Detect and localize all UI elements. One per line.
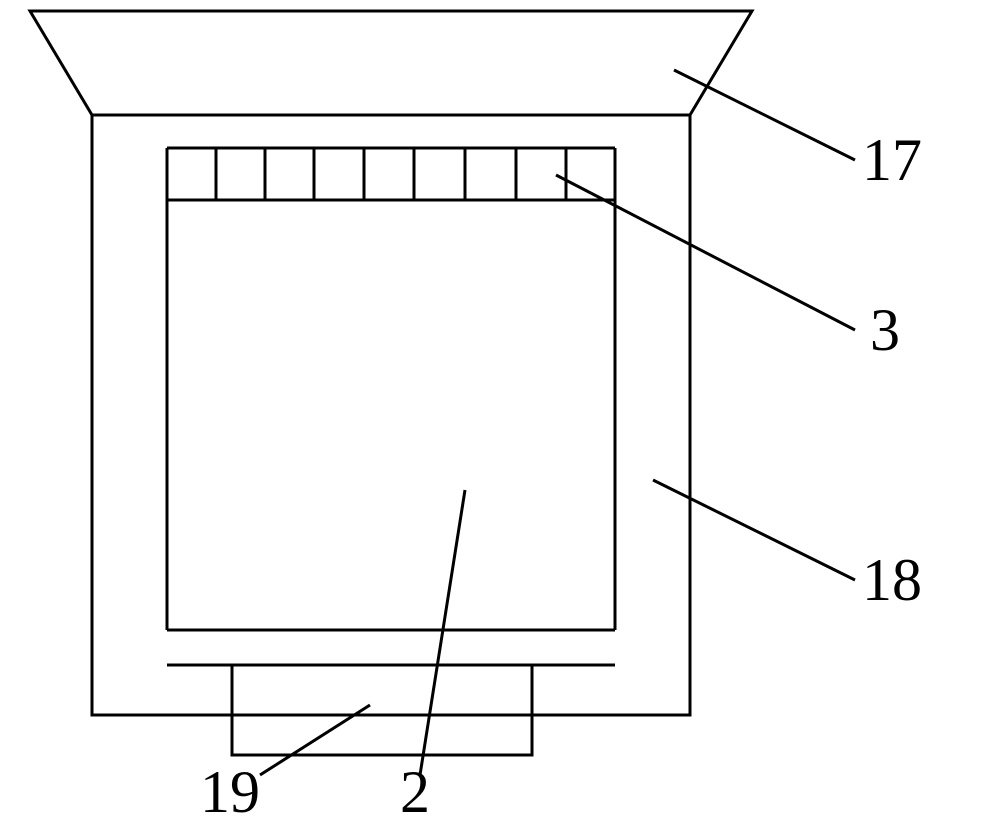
label-18: 18 [862, 550, 922, 610]
diagram-canvas: 17 3 18 2 19 [0, 0, 1000, 823]
label-19: 19 [200, 762, 260, 822]
label-3: 3 [870, 300, 900, 360]
label-17: 17 [862, 130, 922, 190]
diagram-svg [0, 0, 1000, 823]
label-2: 2 [400, 762, 430, 822]
